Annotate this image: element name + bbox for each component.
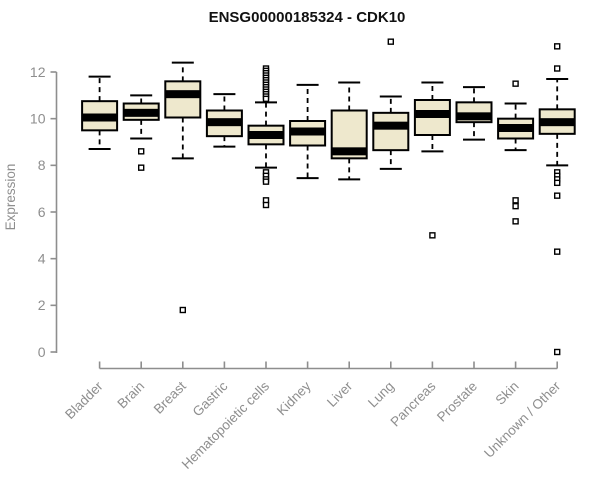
box-gastric [205,93,243,148]
outlier-point [512,80,519,87]
outlier-point [554,248,561,255]
box-bladder [81,75,119,150]
x-category-label-lung: Lung [365,379,397,411]
x-category-label-gastric: Gastric [190,378,231,419]
box-liver [330,81,368,181]
x-category-label-pancreas: Pancreas [388,378,439,429]
y-tick-label: 10 [30,111,46,127]
outlier-point [429,232,436,239]
y-tick-label: 6 [38,204,46,220]
median-line [456,112,492,121]
y-tick-label: 0 [38,344,46,360]
median-line [206,118,242,127]
median-line [539,118,575,127]
outlier-point [137,164,145,171]
median-line [498,124,534,132]
outlier-point [554,65,561,72]
y-tick-label: 12 [30,64,46,80]
x-category-label-unknown-other: Unknown / Other [481,378,564,461]
box-breast [164,61,202,314]
outlier-point [554,348,561,356]
median-line [373,121,409,130]
y-tick-label: 2 [38,297,46,313]
median-line [82,113,118,122]
outlier-point [137,148,145,155]
outlier-point [512,197,519,204]
box-skin [497,80,535,225]
outlier-point [262,201,270,209]
median-line [123,108,159,117]
median-line [248,131,284,139]
x-category-label-bladder: Bladder [62,378,106,422]
x-category-label-kidney: Kidney [274,378,314,418]
outlier-point [262,178,270,185]
y-tick-label: 8 [38,157,46,173]
median-line [290,127,326,136]
median-line [165,90,201,99]
outlier-point [554,192,561,199]
iqr-box [164,80,202,119]
x-category-label-prostate: Prostate [434,379,480,425]
y-axis-label: Expression [3,164,18,231]
median-line [331,147,367,156]
median-line [414,110,450,118]
x-category-label-breast: Breast [151,378,189,416]
y-tick-label: 4 [38,251,46,267]
chart-title: ENSG00000185324 - CDK10 [209,9,406,26]
box-prostate [455,86,493,141]
outlier-point [387,38,394,45]
box-hematopoietic-cells [247,65,285,209]
outlier-point [512,218,519,225]
box-pancreas [413,81,451,239]
x-category-label-liver: Liver [324,378,356,410]
x-category-label-skin: Skin [493,379,522,408]
box-unknown-other [538,43,576,356]
box-brain [122,94,160,171]
box-kidney [289,83,327,180]
y-axis: 0 2 4 6 8 10 12 [30,64,58,360]
plot-area: 0 2 4 6 8 10 12 Bladder Brain Breast GastricHemato… [30,38,576,472]
outlier-point [554,43,561,50]
box-lung [372,38,410,170]
outlier-point [512,202,519,210]
outlier-point [179,306,187,314]
outlier-point [554,179,561,187]
outlier-point [262,95,270,103]
iqr-box [372,111,410,152]
x-category-label-brain: Brain [114,379,147,412]
